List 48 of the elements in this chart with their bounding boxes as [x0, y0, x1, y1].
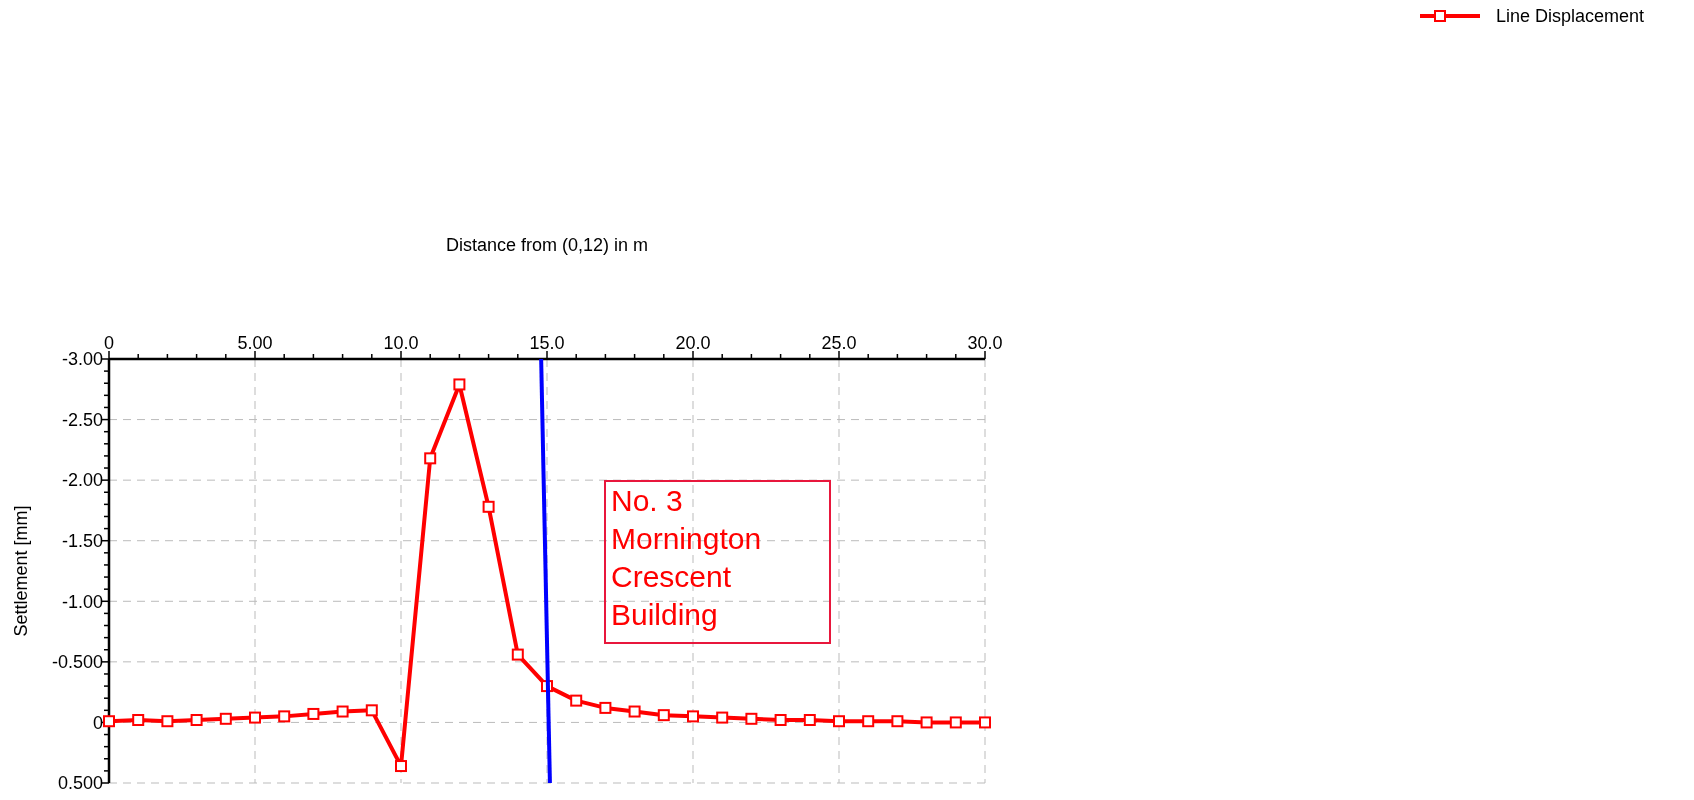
x-tick-label: 15.0 [529, 333, 565, 353]
legend-label: Line Displacement [1496, 6, 1645, 27]
point [511, 648, 524, 661]
y-tick-label: -3.00 [61, 349, 103, 370]
point [979, 716, 991, 729]
point [833, 715, 845, 728]
x-axis-title: Distance from (0,12) in m [445, 235, 649, 255]
point [891, 715, 904, 728]
x-tick-label: 20.0 [675, 333, 711, 353]
y-tick-label: -1.50 [61, 531, 103, 552]
point [774, 714, 787, 727]
x-tick-label: 5.00 [237, 333, 273, 353]
point [687, 710, 699, 723]
point [949, 716, 962, 729]
y-tick-label: 0 [92, 712, 103, 733]
point [745, 712, 758, 725]
point [278, 710, 291, 723]
point [482, 500, 495, 513]
point [920, 716, 933, 729]
x-tick-label: 10.0 [383, 333, 419, 353]
point [161, 715, 174, 728]
point [570, 694, 583, 707]
point [395, 760, 407, 773]
point [599, 701, 612, 714]
point [307, 707, 320, 720]
point [803, 714, 816, 727]
point [862, 715, 875, 728]
point [365, 704, 378, 717]
annotation: No. 3 Mornington Crescent Building [611, 484, 762, 631]
point [219, 712, 232, 725]
point [628, 705, 641, 718]
y-tick-label: -2.00 [61, 470, 103, 491]
x-tick-label: 30.0 [967, 333, 1003, 353]
point [716, 711, 729, 724]
point [336, 705, 349, 718]
y-axis-title: Settlement [mm] [11, 505, 31, 637]
x-tick-label: 25.0 [821, 333, 857, 353]
point [453, 378, 466, 391]
point [103, 715, 115, 728]
y-tick-label: -1.00 [61, 591, 103, 612]
point [249, 711, 261, 724]
y-tick-label: -2.50 [61, 409, 103, 430]
point [657, 709, 670, 722]
y-tick-label: -0.500 [51, 652, 103, 673]
point [424, 452, 437, 465]
point [132, 714, 145, 727]
y-tick-label: 0.500 [57, 773, 103, 794]
point [190, 714, 203, 727]
